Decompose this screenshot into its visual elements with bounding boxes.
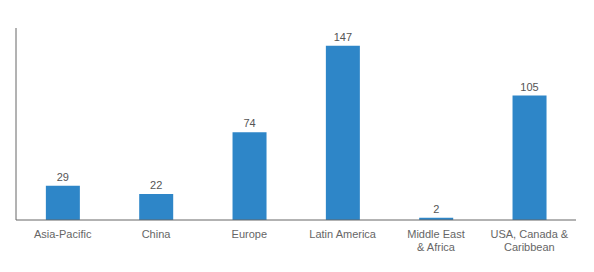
svg-text:147: 147 [334, 31, 352, 43]
svg-text:Middle East& Africa: Middle East& Africa [407, 228, 464, 253]
svg-text:Europe: Europe [232, 228, 267, 240]
svg-text:105: 105 [520, 81, 538, 93]
svg-text:22: 22 [150, 179, 162, 191]
svg-text:74: 74 [243, 117, 255, 129]
svg-text:29: 29 [57, 171, 69, 183]
svg-text:China: China [142, 228, 172, 240]
svg-text:USA, Canada &Caribbean: USA, Canada &Caribbean [491, 228, 569, 253]
svg-text:Latin America: Latin America [309, 228, 377, 240]
svg-text:Asia-Pacific: Asia-Pacific [34, 228, 92, 240]
svg-text:2: 2 [433, 203, 439, 215]
